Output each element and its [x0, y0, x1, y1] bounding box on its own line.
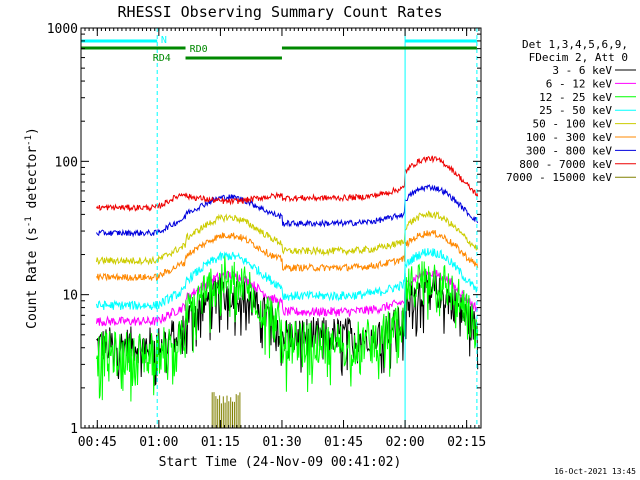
x-tick-label: 01:45 [324, 435, 363, 450]
y-tick-label: 10 [62, 289, 78, 304]
legend-entry-label: 6 - 12 keV [546, 77, 613, 90]
legend-header-line: Det 1,3,4,5,6,9, [522, 38, 628, 51]
legend-entry-label: 7000 - 15000 keV [506, 171, 612, 184]
series-line-5 [96, 229, 479, 282]
y-tick-label: 1 [70, 422, 78, 437]
series-line-6 [96, 184, 479, 238]
y-axis-label-end: ) [25, 127, 40, 135]
x-tick-label: 00:45 [78, 435, 117, 450]
footer-date: 16-Oct-2021 13:45 [554, 467, 636, 476]
legend-entry-label: 800 - 7000 keV [519, 158, 612, 171]
legend-entry-label: 300 - 800 keV [526, 144, 612, 157]
legend-entry-label: 100 - 300 keV [526, 131, 612, 144]
legend-header-line: FDecim 2, Att 0 [529, 51, 628, 64]
x-tick-label: 01:30 [262, 435, 301, 450]
x-tick-label: 01:15 [201, 435, 240, 450]
series-line-1 [96, 269, 479, 327]
series-line-2 [96, 254, 479, 402]
legend-entry-label: 25 - 50 keV [539, 104, 612, 117]
series-line-4 [96, 210, 479, 266]
y-tick-label: 100 [55, 155, 78, 170]
y-axis-label-mid: detector [25, 146, 40, 217]
legend-entry-label: 12 - 25 keV [539, 91, 612, 104]
series-line-3 [96, 248, 478, 311]
rd0-flag-label: RD0 [190, 44, 208, 55]
legend-entry-label: 50 - 100 keV [533, 118, 613, 131]
x-axis-label: Start Time (24-Nov-09 00:41:02) [159, 455, 402, 470]
y-axis-label-sup1: -1 [24, 216, 34, 227]
night-flag-label: N [161, 35, 167, 46]
rd4-flag-label: RD4 [153, 53, 171, 64]
y-axis-label-sup2: -1 [24, 135, 34, 146]
axis-layer: 1 10 100 1000 00:45 01:00 01:15 01:30 01:45 02:00… [47, 22, 487, 450]
x-tick-label: 02:00 [386, 435, 425, 450]
series-layer [96, 155, 479, 428]
y-tick-label: 1000 [47, 22, 78, 37]
y-axis-label: Count Rate (s-1 detector-1) [24, 127, 40, 329]
x-tick-label: 02:15 [447, 435, 486, 450]
series-line-8 [211, 392, 241, 428]
plot-frame [80, 27, 482, 429]
flag-layer: N RD0 RD4 [81, 28, 478, 428]
x-tick-label: 01:00 [139, 435, 178, 450]
chart-title: RHESSI Observing Summary Count Rates [117, 3, 442, 21]
legend: Det 1,3,4,5,6,9,FDecim 2, Att 03 - 6 keV… [506, 38, 636, 184]
series-line-7 [96, 155, 479, 212]
y-axis-label-main: Count Rate (s [25, 227, 40, 329]
legend-entry-label: 3 - 6 keV [552, 64, 612, 77]
